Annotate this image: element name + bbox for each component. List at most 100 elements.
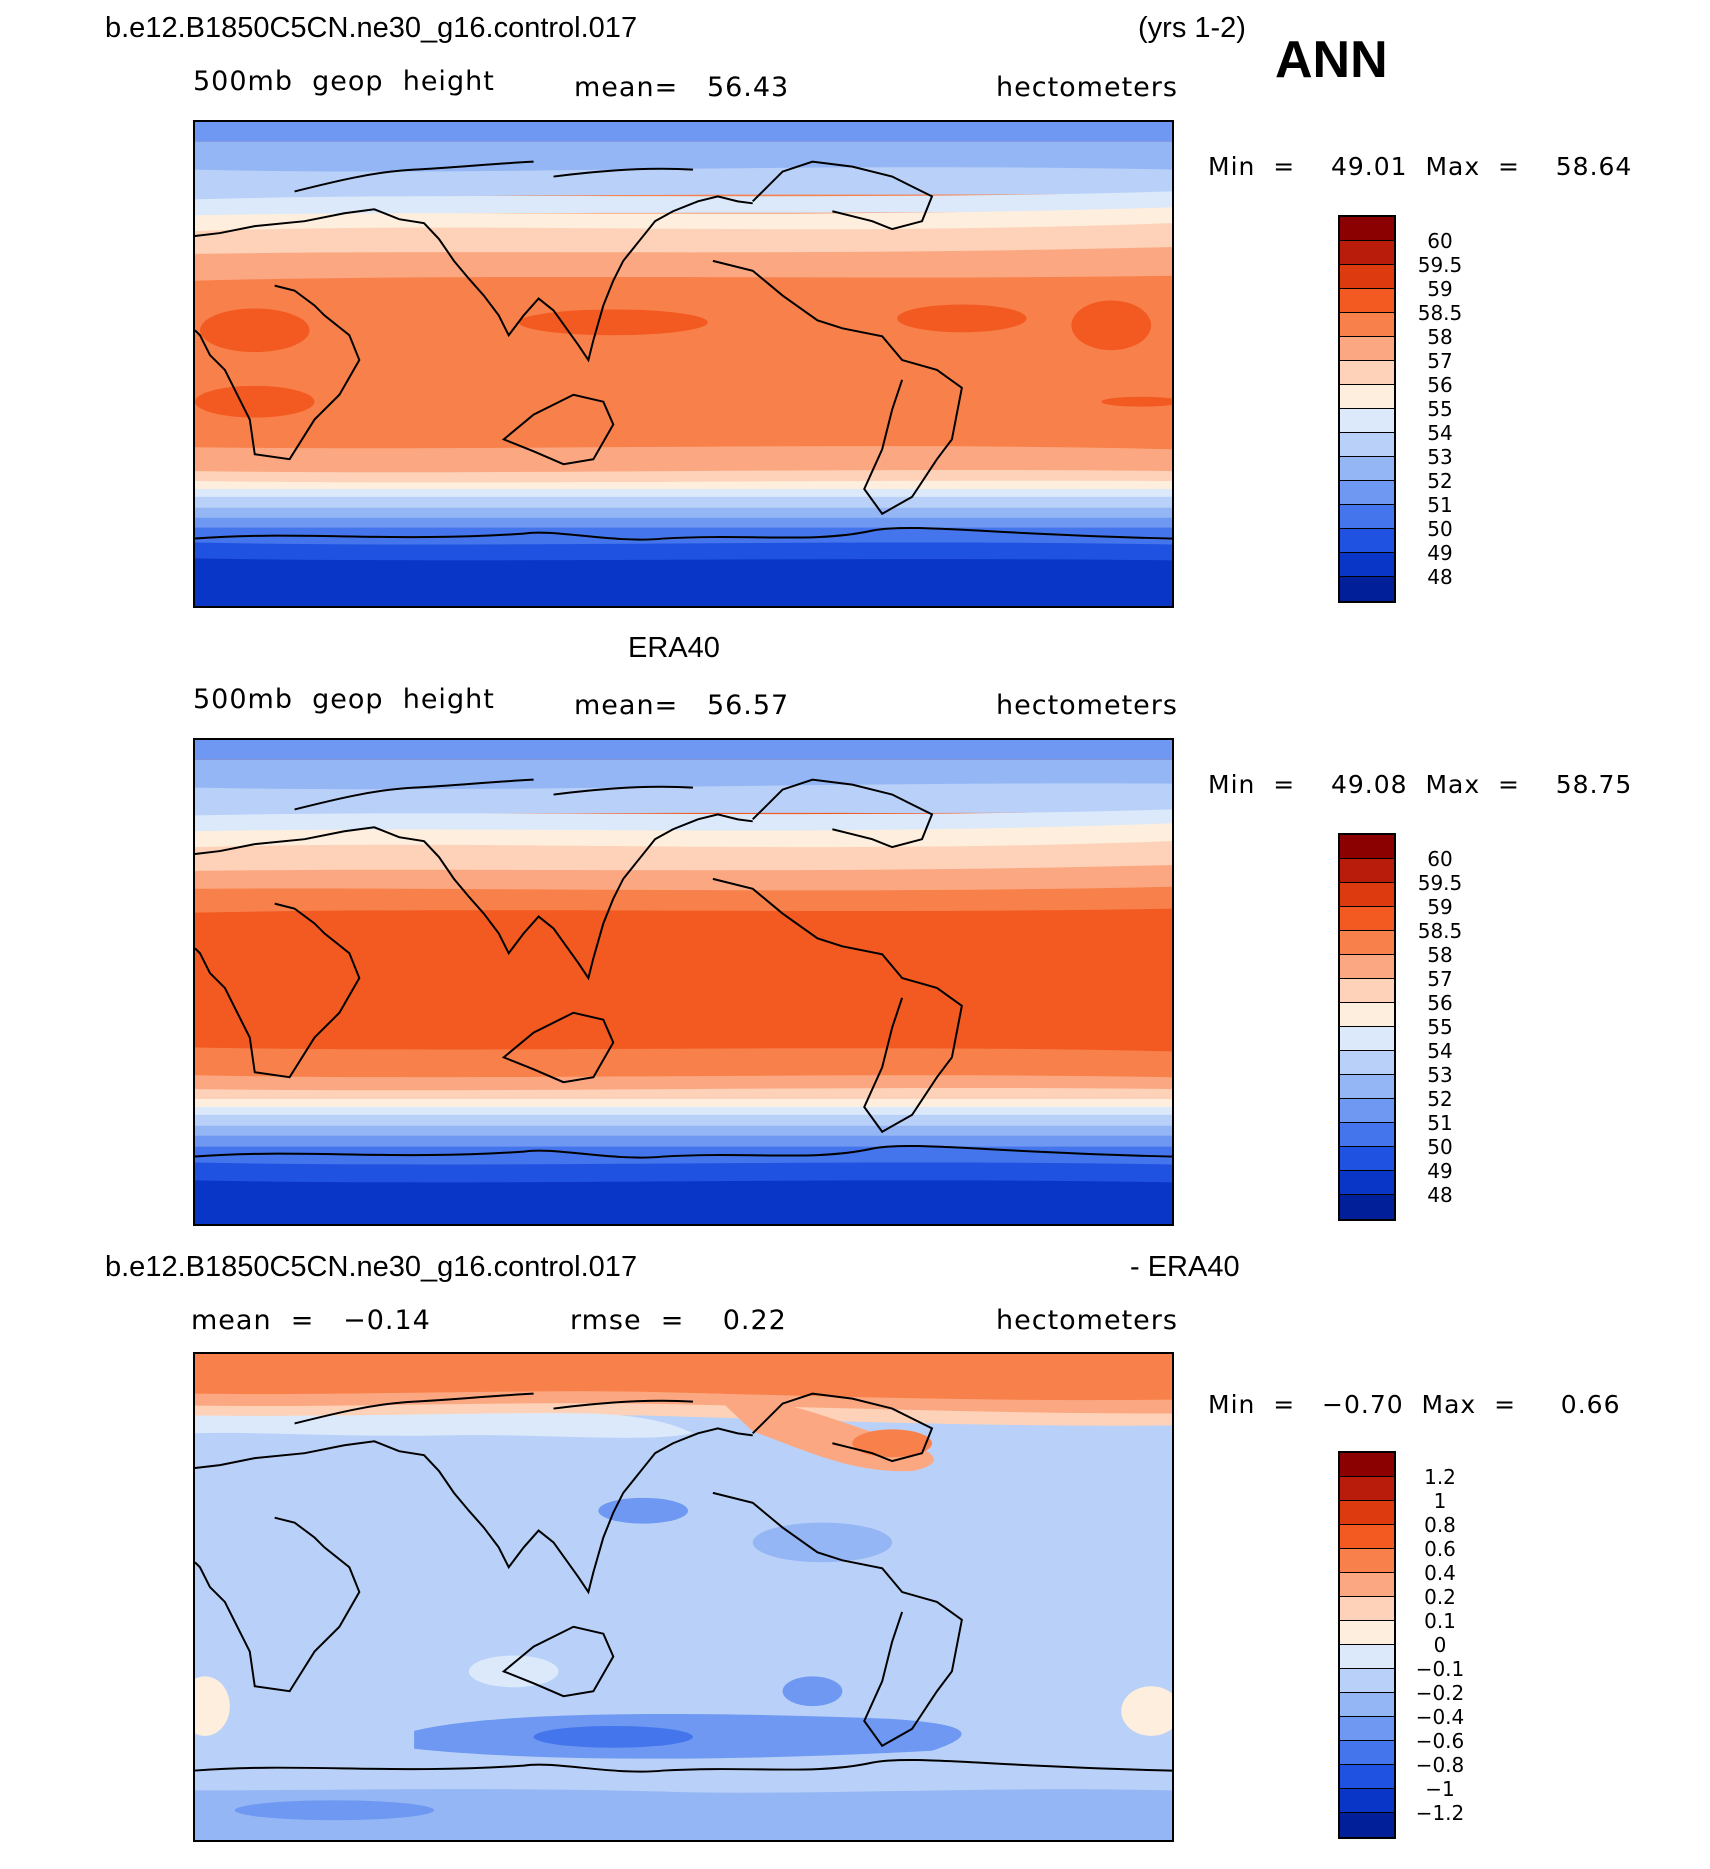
panel2-swatch bbox=[1340, 1123, 1394, 1147]
panel2-minmax: Min = 49.08 Max = 58.75 bbox=[1208, 770, 1633, 799]
panel1-variable-label: 500mb geop height bbox=[193, 66, 495, 97]
panel2-units-label: hectometers bbox=[996, 690, 1178, 721]
panel1-swatch bbox=[1340, 529, 1394, 553]
panel3-level-label: 1 bbox=[1433, 1489, 1447, 1513]
panel3-swatch bbox=[1340, 1717, 1394, 1741]
panel1-swatch bbox=[1340, 505, 1394, 529]
panel2-swatch bbox=[1340, 955, 1394, 979]
panel1-swatch bbox=[1340, 577, 1394, 601]
panel2-swatch bbox=[1340, 859, 1394, 883]
panel1-swatch bbox=[1340, 337, 1394, 361]
panel1-swatch bbox=[1340, 361, 1394, 385]
panel2-level-label: 59 bbox=[1427, 895, 1453, 919]
panel1-swatch bbox=[1340, 433, 1394, 457]
panel3-swatch bbox=[1340, 1741, 1394, 1765]
panel3-level-label: 0.4 bbox=[1424, 1561, 1456, 1585]
panel1-swatch bbox=[1340, 457, 1394, 481]
panel3-level-label: 0.2 bbox=[1424, 1585, 1456, 1609]
panel2-swatch bbox=[1340, 1027, 1394, 1051]
panel2-map bbox=[193, 738, 1174, 1226]
panel2-level-label: 59.5 bbox=[1417, 871, 1463, 895]
panel3-level-label: 0.1 bbox=[1424, 1609, 1456, 1633]
panel1-level-label: 48 bbox=[1427, 565, 1453, 589]
panel2-swatch bbox=[1340, 1171, 1394, 1195]
panel3-mean-label: mean = −0.14 bbox=[191, 1305, 431, 1336]
panel2-mean-label: mean= 56.57 bbox=[574, 690, 790, 721]
panel1-units-label: hectometers bbox=[996, 72, 1178, 103]
panel3-level-label: −0.4 bbox=[1415, 1705, 1465, 1729]
panel3-title: b.e12.B1850C5CN.ne30_g16.control.017 bbox=[105, 1251, 638, 1283]
panel1-level-label: 55 bbox=[1427, 397, 1453, 421]
panel1-swatch bbox=[1340, 241, 1394, 265]
panel2-swatch bbox=[1340, 883, 1394, 907]
panel3-units-label: hectometers bbox=[996, 1305, 1178, 1336]
panel3-swatch bbox=[1340, 1693, 1394, 1717]
panel3-swatch bbox=[1340, 1453, 1394, 1477]
panel1-level-label: 52 bbox=[1427, 469, 1453, 493]
panel1-level-label: 54 bbox=[1427, 421, 1453, 445]
panel1-level-label: 57 bbox=[1427, 349, 1453, 373]
season-label: ANN bbox=[1275, 31, 1388, 89]
panel2-level-label: 55 bbox=[1427, 1015, 1453, 1039]
panel3-swatch bbox=[1340, 1765, 1394, 1789]
panel2-colorbar bbox=[1338, 833, 1396, 1221]
panel3-level-label: 0.8 bbox=[1424, 1513, 1456, 1537]
panel2-swatch bbox=[1340, 931, 1394, 955]
panel1-colorbar bbox=[1338, 215, 1396, 603]
panel3-swatch bbox=[1340, 1549, 1394, 1573]
panel2-level-label: 56 bbox=[1427, 991, 1453, 1015]
panel1-swatch bbox=[1340, 265, 1394, 289]
panel3-level-label: −0.8 bbox=[1415, 1753, 1465, 1777]
panel2-swatch bbox=[1340, 1195, 1394, 1219]
panel3-level-label: −1.2 bbox=[1415, 1801, 1465, 1825]
panel1-level-label: 59.5 bbox=[1417, 253, 1463, 277]
panel1-level-label: 49 bbox=[1427, 541, 1453, 565]
panel1-level-label: 59 bbox=[1427, 277, 1453, 301]
panel2-level-label: 58 bbox=[1427, 943, 1453, 967]
panel1-level-label: 60 bbox=[1427, 229, 1453, 253]
panel3-swatch bbox=[1340, 1621, 1394, 1645]
panel3-colorbar bbox=[1338, 1451, 1396, 1839]
panel1-swatch bbox=[1340, 289, 1394, 313]
panel2-swatch bbox=[1340, 1147, 1394, 1171]
panel1-map bbox=[193, 120, 1174, 608]
panel3-title-right: - ERA40 bbox=[1130, 1251, 1240, 1283]
panel3-level-label: 0 bbox=[1433, 1633, 1447, 1657]
panel3-swatch bbox=[1340, 1525, 1394, 1549]
panel1-level-label: 53 bbox=[1427, 445, 1453, 469]
panel3-swatch bbox=[1340, 1477, 1394, 1501]
panel1-swatch bbox=[1340, 385, 1394, 409]
panel1-level-label: 50 bbox=[1427, 517, 1453, 541]
panel1-level-label: 58 bbox=[1427, 325, 1453, 349]
panel3-swatch bbox=[1340, 1573, 1394, 1597]
panel2-variable-label: 500mb geop height bbox=[193, 684, 495, 715]
panel2-swatch bbox=[1340, 1099, 1394, 1123]
panel3-level-label: −0.1 bbox=[1415, 1657, 1465, 1681]
panel2-level-label: 52 bbox=[1427, 1087, 1453, 1111]
panel3-swatch bbox=[1340, 1669, 1394, 1693]
panel3-level-label: 0.6 bbox=[1424, 1537, 1456, 1561]
panel1-minmax: Min = 49.01 Max = 58.64 bbox=[1208, 152, 1633, 181]
panel1-swatch bbox=[1340, 217, 1394, 241]
panel2-swatch bbox=[1340, 1075, 1394, 1099]
panel3-map bbox=[193, 1352, 1174, 1842]
panel3-level-label: −0.6 bbox=[1415, 1729, 1465, 1753]
panel2-swatch bbox=[1340, 835, 1394, 859]
panel2-level-label: 51 bbox=[1427, 1111, 1453, 1135]
panel2-swatch bbox=[1340, 979, 1394, 1003]
panel2-level-label: 53 bbox=[1427, 1063, 1453, 1087]
panel3-swatch bbox=[1340, 1597, 1394, 1621]
panel3-swatch bbox=[1340, 1789, 1394, 1813]
panel1-level-label: 58.5 bbox=[1417, 301, 1463, 325]
panel2-title: ERA40 bbox=[628, 632, 720, 664]
panel3-swatch bbox=[1340, 1813, 1394, 1837]
panel3-swatch bbox=[1340, 1645, 1394, 1669]
panel1-mean-label: mean= 56.43 bbox=[574, 72, 790, 103]
panel3-minmax: Min = −0.70 Max = 0.66 bbox=[1208, 1390, 1621, 1419]
panel2-level-label: 54 bbox=[1427, 1039, 1453, 1063]
panel1-level-label: 56 bbox=[1427, 373, 1453, 397]
panel3-level-label: −0.2 bbox=[1415, 1681, 1465, 1705]
panel2-swatch bbox=[1340, 907, 1394, 931]
panel3-rmse-label: rmse = 0.22 bbox=[570, 1305, 787, 1336]
panel1-swatch bbox=[1340, 313, 1394, 337]
